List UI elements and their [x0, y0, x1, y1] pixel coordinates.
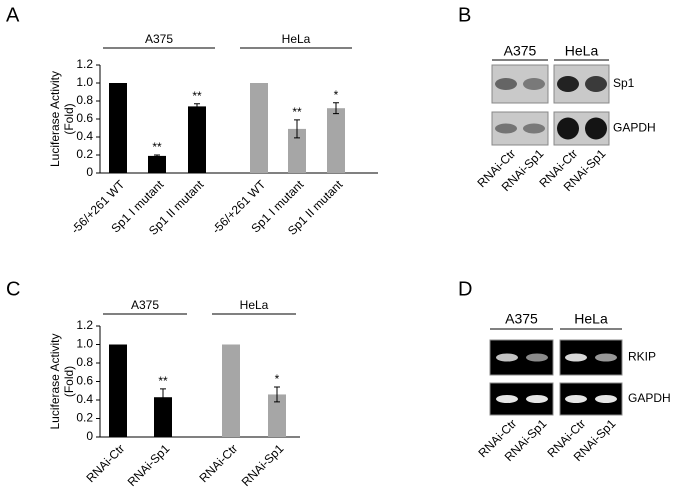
y-tick-label: 1.2 — [76, 57, 93, 71]
group-label: HeLa — [565, 43, 599, 59]
error-bar — [160, 388, 166, 407]
bar — [148, 155, 166, 173]
group-label: A375 — [131, 298, 159, 312]
error-bar — [194, 103, 200, 110]
blot-band — [496, 353, 518, 362]
blot-band — [496, 395, 518, 403]
y-axis-label: (Fold) — [62, 103, 76, 134]
significance: * — [334, 88, 339, 102]
significance: * — [275, 372, 280, 386]
group-label: HeLa — [574, 311, 608, 327]
y-tick-label: 0 — [86, 429, 93, 443]
bar — [327, 108, 345, 173]
group-label: A375 — [145, 32, 173, 46]
y-tick-label: 1.0 — [76, 337, 93, 351]
error-bar — [333, 102, 339, 115]
blot-band — [526, 353, 548, 362]
blot-band — [495, 78, 517, 90]
group-label: HeLa — [240, 298, 269, 312]
row-label: GAPDH — [628, 391, 671, 405]
bar — [250, 83, 268, 173]
y-axis-label: Luciferase Activity — [48, 71, 62, 167]
y-tick-label: 0.2 — [76, 411, 93, 425]
y-tick-label: 1.0 — [76, 75, 93, 89]
blot-band — [523, 78, 545, 90]
y-tick-label: 0.6 — [76, 111, 93, 125]
x-tick-label: RNAi-Ctr — [84, 441, 128, 485]
blot-band — [585, 117, 607, 140]
blot-band — [595, 353, 617, 362]
y-tick-label: 0.6 — [76, 374, 93, 388]
panel-label: C — [6, 278, 20, 300]
y-tick-label: 0.8 — [76, 355, 93, 369]
x-tick-label: RNAi-Sp1 — [125, 441, 173, 489]
group-label: A375 — [505, 311, 538, 327]
y-axis-label: Luciferase Activity — [48, 333, 62, 429]
error-bar — [274, 386, 280, 403]
bar — [188, 106, 206, 173]
bar — [222, 344, 240, 437]
group-label: HeLa — [282, 32, 311, 46]
significance: ** — [152, 140, 162, 154]
panel-label: A — [6, 4, 20, 26]
row-label: GAPDH — [613, 121, 656, 135]
panel-label: B — [458, 4, 471, 26]
row-label: Sp1 — [613, 76, 635, 90]
blot-band — [526, 395, 548, 403]
bar — [268, 394, 286, 437]
panel-label: D — [458, 278, 472, 300]
significance: ** — [292, 105, 302, 119]
row-label: RKIP — [628, 350, 656, 364]
x-tick-label: RNAi-Sp1 — [239, 441, 287, 489]
significance: ** — [158, 374, 168, 388]
error-bar — [294, 119, 300, 139]
error-bar — [154, 154, 160, 158]
blot-band — [585, 76, 607, 92]
y-tick-label: 0.4 — [76, 129, 93, 143]
y-tick-label: 0.4 — [76, 392, 93, 406]
blot-band — [557, 76, 579, 92]
bar — [109, 344, 127, 437]
blot-band — [523, 123, 545, 134]
group-label: A375 — [504, 43, 537, 59]
y-axis-label: (Fold) — [62, 366, 76, 397]
y-tick-label: 0 — [86, 165, 93, 179]
bar — [288, 128, 306, 173]
bar — [109, 83, 127, 173]
y-tick-label: 0.8 — [76, 93, 93, 107]
y-tick-label: 1.2 — [76, 318, 93, 332]
blot-band — [595, 395, 617, 403]
bar — [154, 397, 172, 437]
blot-band — [565, 395, 587, 403]
x-tick-label: RNAi-Ctr — [197, 441, 241, 485]
blot-band — [495, 123, 517, 134]
blot-band — [565, 353, 587, 362]
significance: ** — [192, 89, 202, 103]
blot-band — [557, 117, 579, 140]
y-tick-label: 0.2 — [76, 147, 93, 161]
